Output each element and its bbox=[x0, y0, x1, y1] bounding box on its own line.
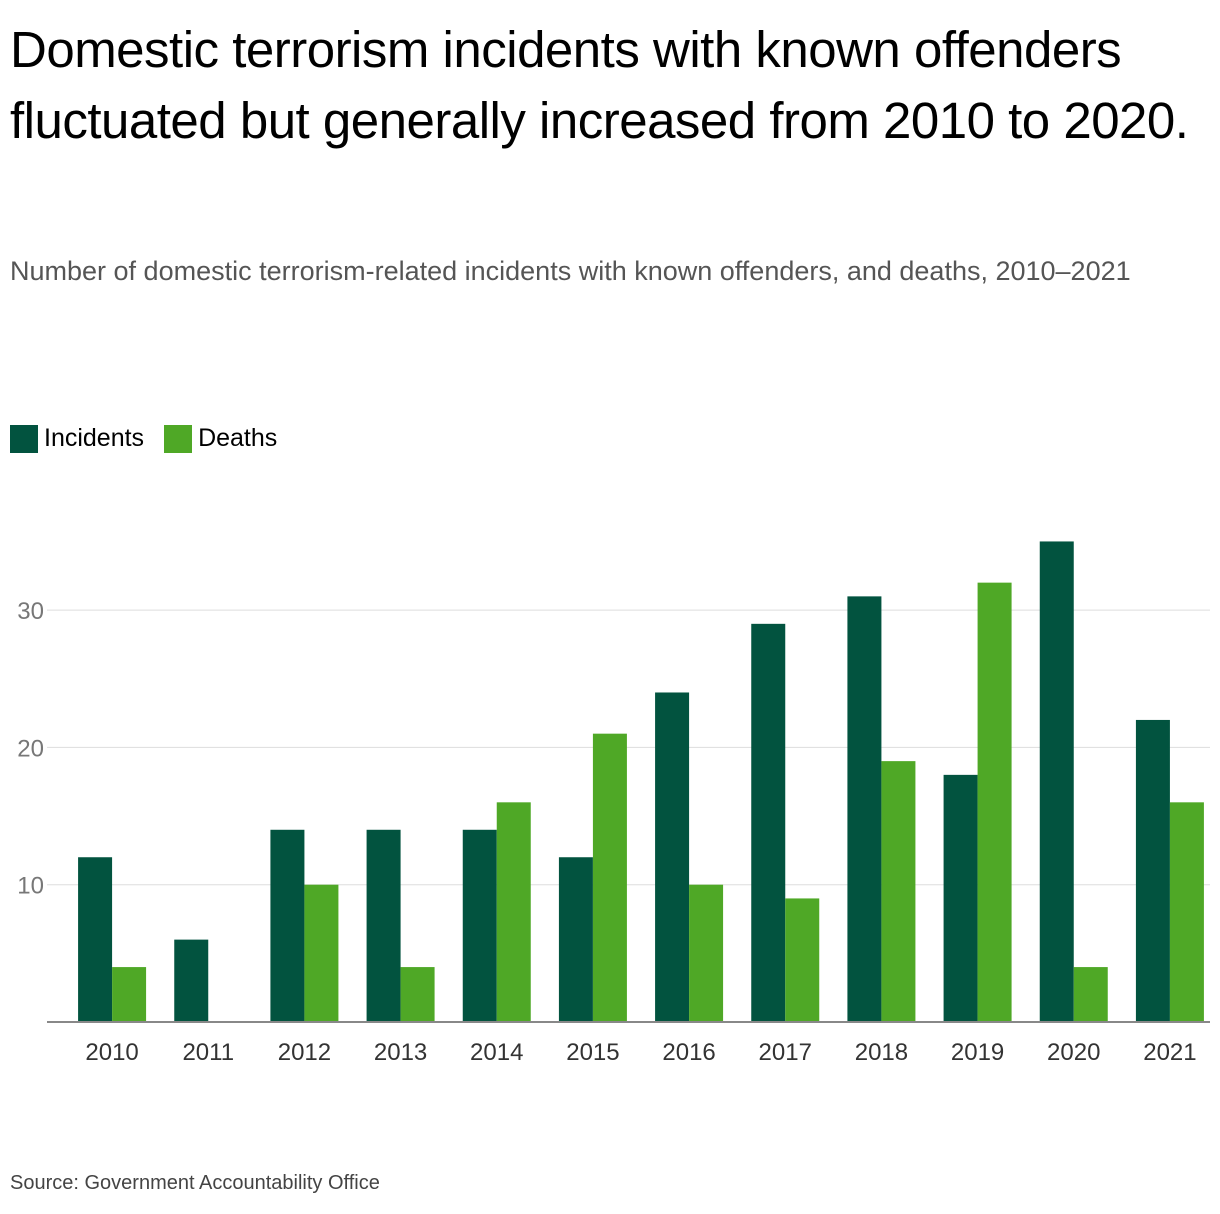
bar-deaths-2019 bbox=[977, 582, 1012, 1022]
bar-deaths-2016 bbox=[689, 884, 724, 1022]
bar-deaths-2012 bbox=[304, 884, 339, 1022]
x-tick-label: 2015 bbox=[566, 1039, 619, 1066]
x-tick-label: 2018 bbox=[855, 1039, 908, 1066]
bar-incidents-2013 bbox=[366, 829, 401, 1022]
legend-item-deaths: Deaths bbox=[164, 424, 277, 453]
legend-swatch-deaths bbox=[164, 424, 193, 453]
bar-deaths-2020 bbox=[1073, 967, 1108, 1022]
bar-incidents-2016 bbox=[655, 692, 690, 1022]
legend-label-incidents: Incidents bbox=[44, 424, 145, 452]
x-tick-label: 2020 bbox=[1047, 1039, 1100, 1066]
bar-deaths-2010 bbox=[112, 967, 147, 1022]
legend-swatch-incidents bbox=[10, 424, 38, 453]
bar-deaths-2014 bbox=[496, 802, 531, 1022]
bar-deaths-2015 bbox=[592, 733, 627, 1022]
legend-label-deaths: Deaths bbox=[198, 424, 278, 452]
chart-title: Domestic terrorism incidents with known … bbox=[10, 21, 1189, 149]
bar-deaths-2017 bbox=[785, 898, 820, 1022]
x-tick-label: 2014 bbox=[470, 1039, 523, 1066]
y-tick-label: 20 bbox=[17, 735, 44, 762]
y-tick-label: 10 bbox=[17, 873, 44, 900]
bar-incidents-2021 bbox=[1135, 719, 1170, 1022]
bar-chart: 10 20 30 2010 2011 2012 2013 2014 2015 2016 2017 20… bbox=[17, 541, 1210, 1066]
bar-incidents-2012 bbox=[270, 829, 305, 1022]
bar-deaths-2021 bbox=[1169, 802, 1204, 1022]
source-note: Source: Government Accountability Office bbox=[10, 1172, 380, 1194]
legend: Incidents Deaths bbox=[10, 424, 297, 453]
x-tick-label: 2019 bbox=[951, 1039, 1004, 1066]
bar-deaths-2018 bbox=[881, 761, 916, 1022]
x-tick-label: 2013 bbox=[374, 1039, 427, 1066]
bar-deaths-2013 bbox=[400, 967, 435, 1022]
bar-incidents-2020 bbox=[1039, 541, 1074, 1022]
x-tick-label: 2021 bbox=[1143, 1039, 1196, 1066]
x-tick-label: 2011 bbox=[182, 1039, 234, 1066]
bar-incidents-2017 bbox=[751, 623, 786, 1022]
bar-incidents-2011 bbox=[174, 939, 209, 1022]
bar-incidents-2014 bbox=[462, 829, 497, 1022]
y-tick-label: 30 bbox=[17, 598, 44, 625]
x-tick-label: 2017 bbox=[759, 1039, 812, 1066]
x-tick-label: 2012 bbox=[278, 1039, 331, 1066]
bar-incidents-2010 bbox=[78, 857, 113, 1022]
chart-subtitle: Number of domestic terrorism-related inc… bbox=[10, 256, 1131, 286]
bar-incidents-2018 bbox=[847, 596, 882, 1022]
legend-item-incidents: Incidents bbox=[10, 424, 144, 453]
x-tick-label: 2016 bbox=[662, 1039, 715, 1066]
bar-incidents-2019 bbox=[943, 774, 978, 1022]
bar-incidents-2015 bbox=[558, 857, 593, 1022]
x-tick-label: 2010 bbox=[85, 1039, 138, 1066]
